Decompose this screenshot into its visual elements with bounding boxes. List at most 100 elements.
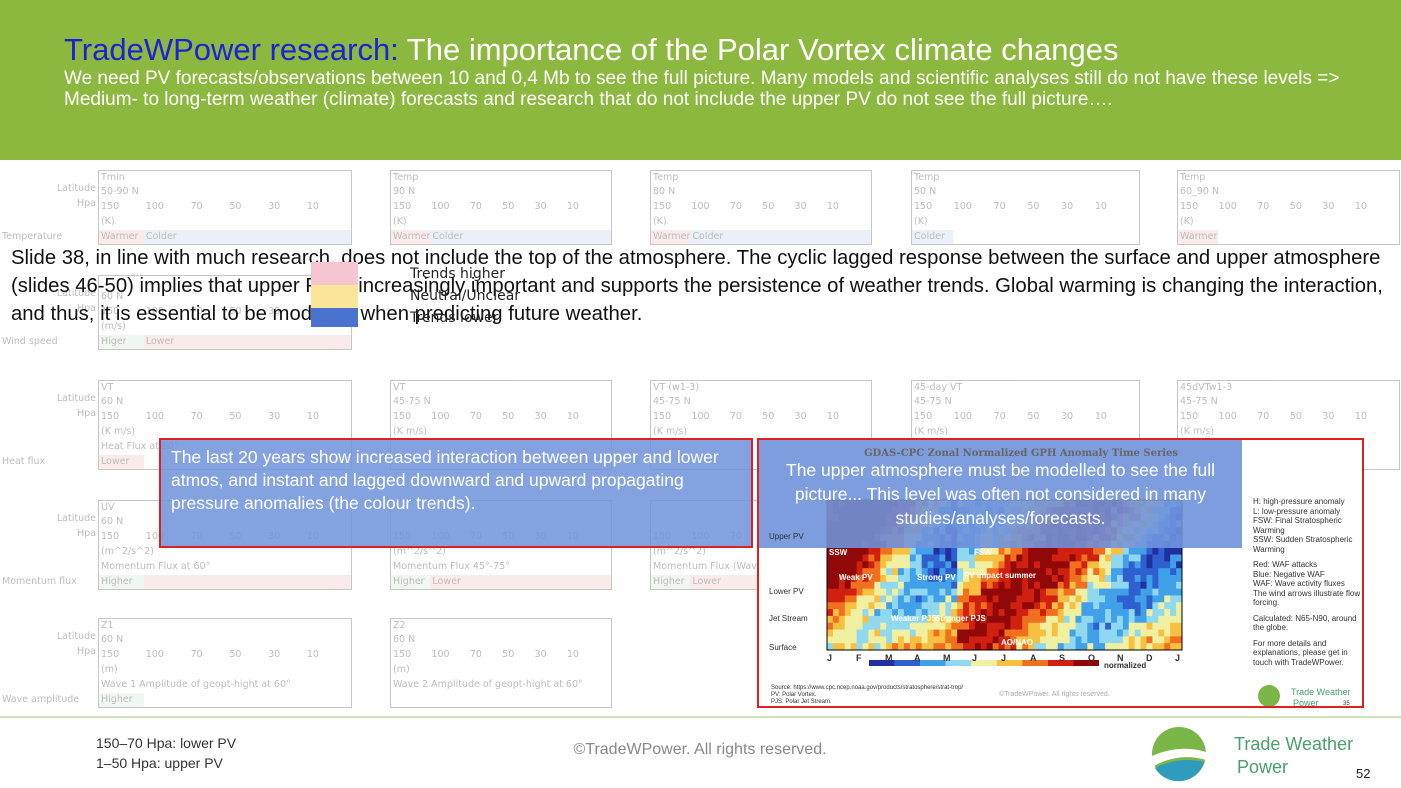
level: 30	[1061, 201, 1074, 212]
chart-title: GDAS-CPC Zonal Normalized GPH Anomaly Ti…	[864, 448, 1179, 459]
heatmap-cell	[945, 568, 952, 576]
heatmap-cell	[1010, 575, 1017, 583]
panel-title: Temp	[1180, 172, 1206, 183]
heatmap-cell	[1045, 554, 1053, 562]
heatmap-cell	[963, 581, 970, 590]
levels: 150 100 70 50 30 10	[653, 201, 869, 212]
levels: 150 100 70 50 30 10	[101, 649, 349, 660]
month-label: J	[1175, 653, 1181, 663]
heatmap-cell	[945, 575, 952, 583]
heatmap-cell	[963, 588, 970, 596]
heatmap-cell	[1063, 602, 1071, 610]
heatmap-cell	[1099, 568, 1106, 576]
heatmap-cell	[838, 561, 846, 569]
heatmap-cell	[909, 636, 917, 644]
heatmap-cell	[957, 622, 964, 631]
heatmap-cell	[1069, 554, 1076, 562]
heatmap-cell	[1176, 554, 1183, 562]
heatmap-cell	[1158, 581, 1165, 590]
heatmap-cell	[915, 602, 923, 610]
heatmap-cell	[1122, 595, 1130, 603]
cells: Warmer Colder	[651, 230, 871, 244]
heatmap-cell	[939, 629, 946, 637]
level: 10	[566, 411, 579, 422]
heatmap-cell	[1093, 575, 1100, 583]
heatmap-cell	[880, 568, 887, 576]
level: 70	[469, 201, 482, 212]
level: 100	[431, 411, 450, 422]
heatmap-cell	[1040, 622, 1047, 631]
heatmap-cell	[1075, 609, 1082, 617]
panel: Temp 50 N 150 100 70 50 30 10 (K) Colder	[911, 170, 1140, 245]
month-label: A	[1030, 653, 1037, 663]
heatmap-cell	[1134, 629, 1142, 637]
heatmap-cell	[862, 595, 869, 603]
heatmap-cell	[963, 568, 970, 576]
heatmap-cell	[945, 554, 952, 562]
level: 10	[1094, 201, 1107, 212]
heatmap-cell	[969, 615, 976, 624]
heatmap-cell	[850, 561, 858, 569]
subtitle: We need PV forecasts/observations betwee…	[64, 68, 1340, 110]
panel-lat: 60 N	[101, 516, 124, 527]
heatmap-cell	[838, 575, 846, 583]
heatmap-cell	[921, 568, 929, 576]
heatmap-cell	[1016, 602, 1023, 610]
colorbar-step	[1022, 660, 1048, 666]
source-line: Source: https://www.cpc.ncep.noaa.gov/pr…	[771, 685, 964, 691]
heatmap-cell	[1170, 609, 1177, 617]
heatmap-cell	[1140, 622, 1147, 631]
heatmap-cell	[1099, 615, 1106, 624]
heatmap-cell	[998, 554, 1005, 562]
heatmap-cell	[939, 575, 946, 583]
heatmap-cell	[1051, 609, 1059, 617]
heatmap-cell	[1152, 581, 1159, 590]
panel-unit: (K m/s)	[393, 426, 428, 437]
heatmap-cell	[1105, 629, 1112, 637]
heatmap-cell	[1010, 595, 1017, 603]
panel-title: Temp	[914, 172, 940, 183]
heatmap-cell	[886, 588, 893, 596]
heatmap-cell	[974, 554, 982, 562]
heatmap-cell	[1111, 602, 1118, 610]
heatmap-cell	[1034, 554, 1041, 562]
heatmap-cell	[1028, 643, 1035, 651]
heatmap-cell	[838, 595, 846, 603]
heatmap-cell	[927, 575, 934, 583]
heatmap-cell	[1152, 622, 1159, 631]
heatmap-cell	[838, 636, 846, 644]
heatmap-cell	[957, 636, 964, 644]
heatmap-cell	[921, 615, 929, 624]
heatmap-cell	[1093, 615, 1100, 624]
heatmap-cell	[945, 602, 952, 610]
heatmap-cell	[1122, 609, 1130, 617]
heatmap-cell	[980, 547, 988, 556]
heatmap-cell	[1128, 588, 1136, 596]
level: 150	[393, 649, 412, 660]
heatmap-cell	[986, 615, 994, 624]
level: 10	[1354, 411, 1367, 422]
level: 10	[1354, 201, 1367, 212]
heatmap-cell	[992, 554, 1000, 562]
heatmap-cell	[844, 615, 852, 624]
heatmap-cell	[868, 575, 875, 583]
level: 30	[268, 201, 281, 212]
month-label: A	[914, 653, 921, 663]
heatmap-cell	[827, 554, 834, 562]
level: 30	[794, 411, 807, 422]
heatmap-cell	[1022, 622, 1029, 631]
heatmap-cell	[986, 602, 994, 610]
heatmap-cell	[903, 636, 911, 644]
heatmap-cell	[915, 561, 923, 569]
heatmap-cell	[951, 581, 958, 590]
heatmap-cell	[850, 547, 858, 556]
heatmap-cell	[850, 595, 858, 603]
panel-unit: (K)	[653, 216, 667, 227]
panel-title: VT	[393, 382, 406, 393]
heatmap-cell	[903, 595, 911, 603]
level: 10	[566, 201, 579, 212]
heatmap-cell	[838, 643, 846, 651]
heatmap-cell	[1010, 615, 1017, 624]
heatmap-cell	[1164, 547, 1171, 556]
